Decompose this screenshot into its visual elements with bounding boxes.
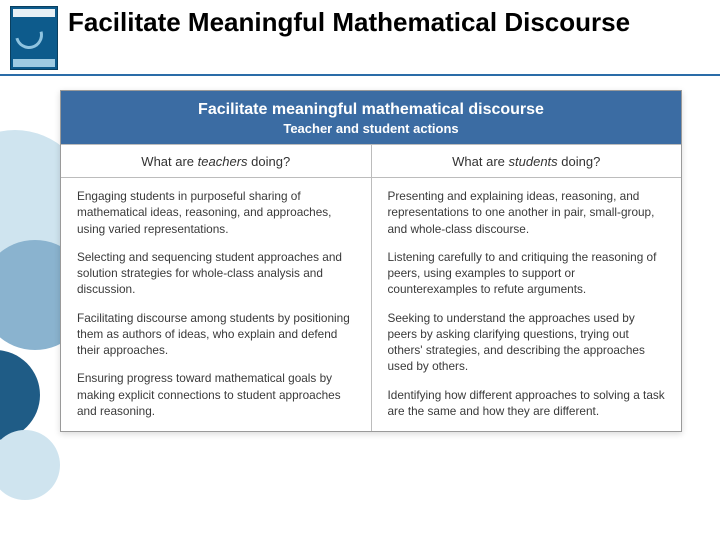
teachers-column-header: What are teachers doing?	[61, 145, 371, 178]
table-banner: Facilitate meaningful mathematical disco…	[61, 91, 681, 144]
students-item: Presenting and explaining ideas, reasoni…	[388, 188, 666, 237]
banner-line-2: Teacher and student actions	[67, 121, 675, 136]
book-cover-thumbnail	[10, 6, 58, 70]
slide-title: Facilitate Meaningful Mathematical Disco…	[68, 6, 630, 38]
actions-table: Facilitate meaningful mathematical disco…	[60, 90, 682, 432]
slide-header: Facilitate Meaningful Mathematical Disco…	[0, 0, 720, 76]
teachers-column: What are teachers doing? Engaging studen…	[61, 144, 372, 431]
teachers-item: Facilitating discourse among students by…	[77, 310, 355, 359]
teachers-item: Ensuring progress toward mathematical go…	[77, 370, 355, 419]
teachers-column-body: Engaging students in purposeful sharing …	[61, 178, 371, 431]
students-item: Seeking to understand the approaches use…	[388, 310, 666, 375]
teachers-item: Selecting and sequencing student approac…	[77, 249, 355, 298]
teachers-item: Engaging students in purposeful sharing …	[77, 188, 355, 237]
banner-line-1: Facilitate meaningful mathematical disco…	[67, 101, 675, 119]
students-column-body: Presenting and explaining ideas, reasoni…	[372, 178, 682, 431]
students-item: Listening carefully to and critiquing th…	[388, 249, 666, 298]
students-column: What are students doing? Presenting and …	[372, 144, 682, 431]
students-item: Identifying how different approaches to …	[388, 387, 666, 420]
students-column-header: What are students doing?	[372, 145, 682, 178]
